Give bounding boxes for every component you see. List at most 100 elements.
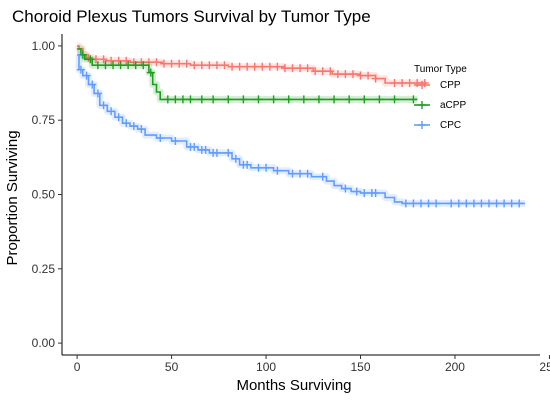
series-acpp-censor-mark xyxy=(109,61,118,70)
series-cpp-censor-mark xyxy=(288,64,297,73)
series-acpp-censor-mark xyxy=(314,95,323,104)
series-cpc-censor-mark xyxy=(201,145,210,154)
series-cpc-censor-mark xyxy=(212,148,221,157)
legend-item-cpc: CPC xyxy=(414,120,461,131)
x-axis-title: Months Surviving xyxy=(236,377,351,394)
series-cpc-censor-mark xyxy=(262,163,271,172)
series-cpp-censor-mark xyxy=(258,62,267,71)
series-acpp-censor-mark xyxy=(209,95,218,104)
y-tick-label: 0.00 xyxy=(32,336,56,350)
series-cpc-censor-mark xyxy=(352,187,361,196)
series-acpp-censor-mark xyxy=(86,55,95,64)
series-cpp-censor-mark xyxy=(364,71,373,80)
legend-label-cpp: CPP xyxy=(440,80,461,91)
series-cpp-censor-mark xyxy=(273,62,282,71)
series-cpp-censor-mark xyxy=(265,62,274,71)
series-cpp-censor-mark xyxy=(250,62,259,71)
series-cpp-censor-mark xyxy=(333,70,342,79)
series-acpp-censor-mark xyxy=(178,95,187,104)
series-cpc-censor-mark xyxy=(243,160,252,169)
series-cpc-censor-mark xyxy=(254,163,263,172)
series-acpp-censor-mark xyxy=(269,95,278,104)
x-tick-label: 150 xyxy=(350,360,370,374)
series-cpc-censor-mark xyxy=(409,199,418,208)
series-cpc xyxy=(75,51,525,208)
x-tick-label: 50 xyxy=(165,360,179,374)
series-cpp-censor-mark xyxy=(390,79,399,88)
plot-area: 0 50 100 150 200 250 0.00 0.25 0.50 0.75 1.00 xyxy=(32,34,550,374)
series-acpp-censor-mark xyxy=(116,61,125,70)
series-cpp-censor-mark xyxy=(318,67,327,76)
series-acpp-censor-mark xyxy=(345,95,354,104)
series-cpc-censor-mark xyxy=(477,199,486,208)
series-cpp-censor-mark xyxy=(152,58,161,67)
x-tick-label: 200 xyxy=(445,360,465,374)
series-cpc-censor-mark xyxy=(484,199,493,208)
series-acpp-censor-mark xyxy=(360,95,369,104)
series-cpc-censor-mark xyxy=(432,199,441,208)
series-cpc-censor-mark xyxy=(469,199,478,208)
series-cpc-censor-mark xyxy=(318,172,327,181)
series-cpc-censor-mark xyxy=(492,199,501,208)
series-cpp-censor-mark xyxy=(311,67,320,76)
series-cpc-censor-mark xyxy=(231,154,240,163)
series-cpc-censor-mark xyxy=(447,199,456,208)
series-cpc-censor-mark xyxy=(515,199,524,208)
series-acpp-censor-mark xyxy=(101,61,110,70)
series-cpc-censor-mark xyxy=(171,137,180,145)
x-tick-label: 100 xyxy=(256,360,276,374)
series-acpp-censor-mark xyxy=(78,50,87,59)
y-tick-label: 0.50 xyxy=(32,188,56,202)
series-cpc-censor-mark xyxy=(82,71,91,80)
series-cpp-censor-mark xyxy=(398,79,407,88)
series-cpp-censor-mark xyxy=(212,61,221,70)
series-cpp-censor-mark xyxy=(107,56,116,65)
series-cpp-censor-mark xyxy=(99,55,108,64)
series-cpc-censor-mark xyxy=(360,189,369,198)
chart-title: Choroid Plexus Tumors Survival by Tumor … xyxy=(12,7,371,26)
series-cpp-censor-mark xyxy=(205,61,214,70)
series-acpp-censor-mark xyxy=(163,95,172,104)
legend-item-acpp: aCPP xyxy=(414,100,466,111)
series-cpp-censor-mark xyxy=(356,71,365,80)
series-cpc-censor-mark xyxy=(76,65,85,74)
series-cpp-censor-mark xyxy=(280,64,289,73)
series-acpp-censor-mark xyxy=(239,95,248,104)
legend-label-cpc: CPC xyxy=(440,120,461,131)
series-cpc-censor-mark xyxy=(416,199,425,208)
series-acpp-censor-mark xyxy=(284,95,293,104)
legend-item-cpp: CPP xyxy=(414,80,461,91)
series-cpc-censor-mark xyxy=(190,142,199,151)
series-cpc-censor-mark xyxy=(122,119,131,128)
series-cpc-censor-mark xyxy=(273,166,282,175)
series-acpp-censor-mark xyxy=(254,95,263,104)
series-cpp-censor-mark xyxy=(371,74,380,83)
series-cpc-censor-mark xyxy=(114,113,123,122)
legend-title: Tumor Type xyxy=(414,64,467,75)
series-cpc-censor-mark xyxy=(129,122,138,131)
series-acpp-censor-mark xyxy=(197,95,206,104)
series-acpp-censor-mark xyxy=(146,68,155,77)
series-cpp-censor-mark xyxy=(243,62,252,71)
series-acpp-censor-mark xyxy=(93,61,102,70)
series-cpc-censor-mark xyxy=(462,199,471,208)
series-acpp-censor-mark xyxy=(299,95,308,104)
series-cpp-censor-mark xyxy=(296,64,305,73)
series-cpp-censor-mark xyxy=(220,61,229,70)
series-acpp-censor-mark xyxy=(330,95,339,104)
series-cpc-censor-mark xyxy=(371,189,380,198)
series-cpp-censor-mark xyxy=(303,64,312,73)
series-cpc-censor-mark xyxy=(224,148,233,157)
series-acpp-censor-mark xyxy=(139,61,148,70)
series-cpp-censor-mark xyxy=(235,62,244,71)
series-acpp-censor-mark xyxy=(409,95,418,104)
series-acpp-censor-mark xyxy=(186,95,195,104)
y-axis-title: Proportion Surviving xyxy=(4,130,21,265)
series-cpp-censor-mark xyxy=(326,67,335,76)
series-cpp-censor-mark xyxy=(228,62,237,71)
series-cpp-censor-mark xyxy=(175,59,184,68)
series-cpp-censor-mark xyxy=(114,56,123,65)
series-cpc-censor-mark xyxy=(454,199,463,208)
series-cpc-censor-mark xyxy=(137,125,146,134)
series-cpp-censor-mark xyxy=(167,59,176,68)
